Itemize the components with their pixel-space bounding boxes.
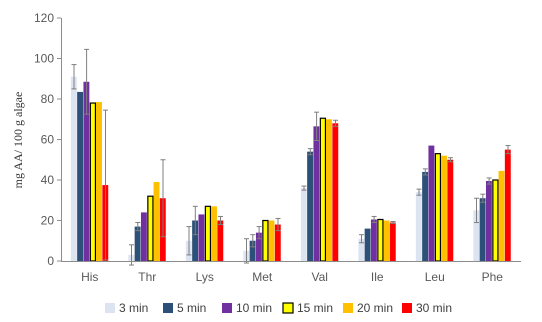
- bar-lys-10-min: [198, 214, 205, 261]
- legend-swatch: [105, 303, 115, 313]
- y-axis-ticks: 0 20 40 60 80 100 120: [34, 11, 61, 268]
- bar-val-3-min: [300, 188, 307, 261]
- bar-thr-20-min: [153, 182, 160, 261]
- x-tick-label-leu: Leu: [425, 270, 445, 284]
- legend-swatch: [343, 303, 353, 313]
- bar-his-20-min: [96, 102, 102, 261]
- y-tick-label: 60: [41, 133, 55, 147]
- x-tick-label-val: Val: [312, 270, 328, 284]
- legend: 3 min 5 min 10 min 15 min 20 min 30 min: [105, 301, 452, 315]
- bar-leu-10-min: [428, 145, 435, 261]
- y-tick-label: 0: [47, 254, 54, 268]
- bar-val-10-min: [313, 126, 320, 262]
- y-tick-label: 100: [34, 52, 54, 66]
- legend-swatch: [402, 303, 412, 313]
- error-bars-layer: [71, 48, 511, 266]
- bar-met-5-min: [249, 240, 256, 261]
- bar-thr-5-min: [134, 226, 141, 261]
- bar-phe-10-min: [485, 181, 492, 261]
- legend-swatch: [222, 303, 232, 313]
- legend-label: 30 min: [416, 301, 452, 315]
- bar-met-20-min: [268, 220, 275, 261]
- x-tick-label-thr: Thr: [138, 270, 156, 284]
- bar-met-15-min: [262, 219, 269, 262]
- bar-thr-10-min: [140, 212, 147, 261]
- bar-phe-30-min: [504, 149, 511, 261]
- bar-val-5-min: [307, 151, 314, 261]
- bar-ile-3-min: [358, 238, 365, 261]
- bar-lys-15-min: [204, 205, 212, 262]
- y-tick-label: 40: [41, 173, 55, 187]
- bar-his-3-min: [70, 76, 77, 261]
- x-tick-label-phe: Phe: [482, 270, 504, 284]
- x-tick-label-lys: Lys: [196, 270, 214, 284]
- bar-ile-30-min: [389, 222, 396, 261]
- bar-val-30-min: [332, 123, 339, 261]
- legend-swatch: [163, 303, 173, 313]
- y-tick-label: 120: [34, 11, 54, 25]
- bar-met-30-min: [274, 224, 281, 261]
- bar-leu-5-min: [422, 171, 429, 261]
- legend-label: 20 min: [357, 301, 393, 315]
- bar-ile-15-min: [377, 218, 384, 262]
- bar-phe-15-min: [492, 179, 499, 262]
- bar-thr-15-min: [147, 195, 154, 262]
- bars-layer: [70, 76, 511, 262]
- bar-his-10-min: [83, 81, 90, 261]
- x-tick-label-ile: Ile: [371, 270, 384, 284]
- x-tick-label-his: His: [81, 270, 98, 284]
- bar-val-15-min: [319, 117, 327, 262]
- bar-leu-3-min: [415, 192, 422, 261]
- bar-ile-10-min: [370, 219, 377, 261]
- y-tick-label: 20: [41, 214, 55, 228]
- x-axis-ticks: His Thr Lys Met Val Ile Leu Phe: [81, 270, 503, 284]
- bar-ile-5-min: [364, 228, 371, 261]
- bar-met-10-min: [255, 232, 262, 261]
- bar-his-5-min: [77, 91, 84, 261]
- bar-lys-20-min: [211, 206, 217, 261]
- bar-leu-30-min: [447, 159, 454, 261]
- bar-phe-20-min: [498, 170, 505, 261]
- legend-swatch: [282, 302, 294, 314]
- bar-ile-20-min: [383, 220, 390, 261]
- bar-his-15-min: [89, 102, 97, 262]
- bar-val-20-min: [326, 119, 332, 261]
- bar-lys-5-min: [192, 220, 199, 261]
- bar-phe-5-min: [479, 198, 486, 261]
- legend-label: 10 min: [236, 301, 272, 315]
- legend-label: 3 min: [119, 301, 148, 315]
- bar-leu-20-min: [441, 155, 447, 261]
- legend-label: 15 min: [297, 301, 333, 315]
- bar-phe-3-min: [473, 210, 480, 261]
- bar-leu-15-min: [434, 153, 442, 262]
- x-tick-label-met: Met: [252, 270, 273, 284]
- y-tick-label: 80: [41, 92, 55, 106]
- y-axis-label: mg AA/ 100 g algae: [11, 92, 25, 189]
- bar-lys-30-min: [217, 220, 224, 261]
- legend-label: 5 min: [177, 301, 206, 315]
